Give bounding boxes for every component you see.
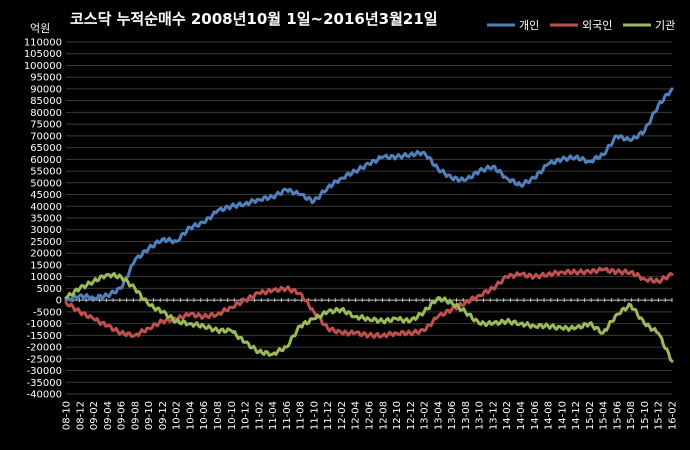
x-tick-label: 11-08: [296, 401, 307, 430]
y-tick-label: 25000: [30, 237, 62, 248]
y-tick-label: 20000: [30, 249, 62, 260]
y-tick-label: 45000: [30, 190, 62, 201]
y-axis-unit-label: 억원: [30, 22, 50, 35]
x-tick-label: 08-12: [75, 401, 86, 430]
x-tick-label: 13-02: [420, 401, 431, 430]
legend-label-2: 외국인: [582, 19, 612, 32]
series-line-2: [64, 266, 674, 339]
y-tick-label: 35000: [30, 214, 62, 225]
x-tick-label: 11-10: [309, 401, 320, 430]
y-tick-label: 85000: [30, 96, 62, 107]
x-tick-label: 13-06: [447, 401, 458, 430]
x-tick-label: 15-04: [599, 401, 610, 430]
x-tick-label: 09-08: [130, 401, 141, 430]
y-tick-label: 65000: [30, 143, 62, 154]
y-tick-label: -10000: [27, 319, 62, 330]
x-tick-label: 14-04: [516, 401, 527, 430]
x-tick-label: 09-12: [158, 401, 169, 430]
y-tick-label: 80000: [30, 108, 62, 119]
y-tick-label: 75000: [30, 120, 62, 131]
x-tick-label: 13-10: [475, 401, 486, 430]
x-tick-label: 08-10: [62, 401, 73, 430]
series-lines: [64, 87, 674, 363]
x-tick-label: 12-02: [337, 401, 348, 430]
series-line-3: [64, 272, 674, 363]
y-axis: -40000-35000-30000-25000-20000-15000-100…: [24, 38, 62, 401]
x-tick-label: 12-10: [392, 401, 403, 430]
y-tick-label: -5000: [33, 307, 62, 318]
y-tick-label: 90000: [30, 84, 62, 95]
y-tick-label: -40000: [27, 390, 62, 401]
x-tick-label: 10-12: [241, 401, 252, 430]
y-tick-label: -15000: [27, 331, 62, 342]
x-tick-label: 09-10: [144, 401, 155, 430]
x-tick-label: 10-10: [227, 401, 238, 430]
y-tick-label: -30000: [27, 366, 62, 377]
x-tick-label: 16-02: [668, 401, 679, 430]
x-tick-label: 11-06: [282, 401, 293, 430]
x-tick-label: 13-12: [488, 401, 499, 430]
x-tick-label: 13-08: [461, 401, 472, 430]
y-tick-label: -35000: [27, 378, 62, 389]
y-tick-label: 40000: [30, 202, 62, 213]
series-line-1: [64, 87, 674, 302]
x-tick-label: 10-06: [199, 401, 210, 430]
y-tick-label: -25000: [27, 354, 62, 365]
y-tick-label: 10000: [30, 272, 62, 283]
y-tick-label: 15000: [30, 260, 62, 271]
x-tick-label: 14-12: [571, 401, 582, 430]
x-tick-label: 10-04: [185, 401, 196, 430]
chart-legend: 개인 외국인 기관: [487, 19, 675, 32]
y-tick-label: 55000: [30, 167, 62, 178]
x-tick-label: 12-12: [406, 401, 417, 430]
x-tick-label: 14-06: [530, 401, 541, 430]
x-tick-label: 09-04: [103, 401, 114, 430]
x-tick-label: 12-06: [365, 401, 376, 430]
x-tick-label: 15-12: [654, 401, 665, 430]
y-tick-label: 95000: [30, 73, 62, 84]
x-tick-label: 13-04: [433, 401, 444, 430]
y-tick-label: 50000: [30, 178, 62, 189]
x-axis: 08-10 08-12 09-02 09-04 09-06 09-08 09-10 09-12…: [62, 298, 679, 430]
y-tick-label: 0: [56, 296, 62, 307]
legend-label-1: 개인: [519, 19, 539, 32]
x-tick-label: 14-02: [502, 401, 513, 430]
x-tick-label: 12-04: [351, 401, 362, 430]
y-tick-label: 70000: [30, 131, 62, 142]
x-tick-label: 15-10: [640, 401, 651, 430]
y-tick-label: 100000: [24, 61, 62, 72]
x-tick-label: 09-02: [89, 401, 100, 430]
x-tick-label: 15-08: [626, 401, 637, 430]
chart-title: 코스닥 누적순매수 2008년10월 1일~2016년3월21일: [70, 10, 438, 28]
y-tick-label: 5000: [37, 284, 62, 295]
x-tick-label: 14-10: [557, 401, 568, 430]
x-tick-label: 10-08: [213, 401, 224, 430]
x-tick-label: 15-06: [612, 401, 623, 430]
x-tick-label: 11-12: [323, 401, 334, 430]
x-tick-label: 10-02: [172, 401, 183, 430]
y-tick-label: -20000: [27, 343, 62, 354]
x-tick-label: 12-08: [378, 401, 389, 430]
x-tick-label: 11-04: [268, 401, 279, 430]
x-tick-label: 14-08: [544, 401, 555, 430]
x-tick-label: 09-06: [117, 401, 128, 430]
legend-label-3: 기관: [655, 19, 675, 32]
x-tick-label: 11-02: [254, 401, 265, 430]
y-tick-label: 110000: [24, 38, 62, 49]
x-tick-label: 15-02: [585, 401, 596, 430]
y-tick-label: 105000: [24, 49, 62, 60]
y-tick-label: 30000: [30, 225, 62, 236]
y-tick-label: 60000: [30, 155, 62, 166]
